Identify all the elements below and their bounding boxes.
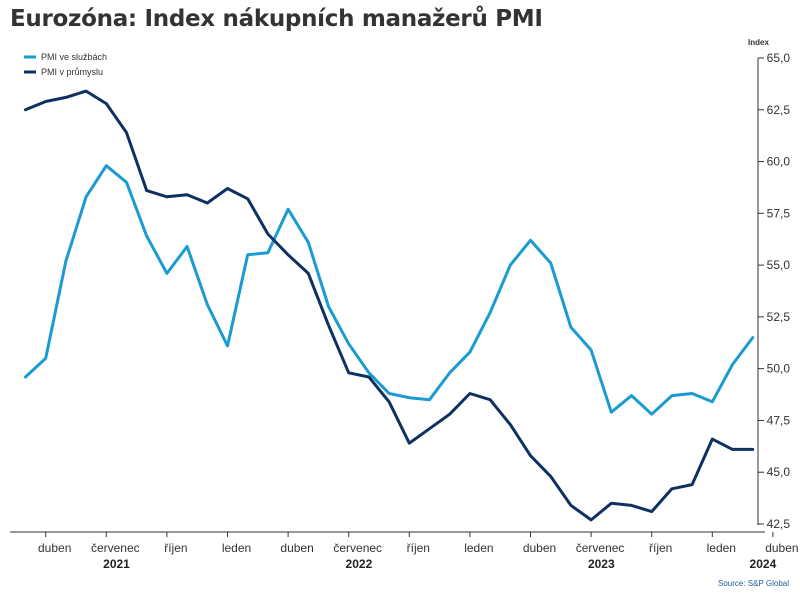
- y-axis-ticks: 65,0 62,5 60,0 57,5 55,0 52,5 50,0 47,5 45,0 42,5: [758, 51, 790, 531]
- x-tick-label: duben: [765, 541, 798, 555]
- x-tick-label: duben: [523, 541, 556, 555]
- y-tick-label: 57,5: [767, 206, 791, 220]
- x-year-label: 2021: [103, 557, 130, 571]
- x-tick-label: duben: [280, 541, 313, 555]
- x-tick-label: červenec: [333, 541, 382, 555]
- y-tick-label: 62,5: [767, 103, 791, 117]
- x-year-label: 2022: [346, 557, 373, 571]
- x-tick-label: červenec: [91, 541, 140, 555]
- y-tick-label: 45,0: [767, 465, 791, 479]
- x-tick-label: leden: [464, 541, 493, 555]
- y-tick-label: 47,5: [767, 413, 791, 427]
- chart-title: Eurozóna: Index nákupních manažerů PMI: [10, 6, 543, 32]
- y-tick-label: 52,5: [767, 310, 791, 324]
- series-line-manufacturing: [24, 89, 755, 522]
- series-layer: [24, 89, 755, 522]
- source-note: Source: S&P Global: [718, 579, 789, 588]
- x-tick-label: říjen: [164, 541, 187, 555]
- y-tick-label: 55,0: [767, 258, 791, 272]
- y-tick-label: 50,0: [767, 362, 791, 376]
- x-year-label: 2024: [750, 557, 777, 571]
- x-year-label: 2023: [588, 557, 615, 571]
- x-tick-label: leden: [707, 541, 736, 555]
- series-line-services: [24, 164, 755, 416]
- x-tick-label: duben: [38, 541, 71, 555]
- y-tick-label: 60,0: [767, 155, 791, 169]
- legend-label-manufacturing: PMI v průmyslu: [41, 67, 103, 77]
- legend-label-services: PMI ve službách: [41, 52, 107, 62]
- x-tick-label: říjen: [407, 541, 430, 555]
- y-axis-unit-label: Index: [748, 38, 769, 47]
- x-tick-label: leden: [222, 541, 251, 555]
- x-axis-ticks: duben červenec říjen leden duben červenec říje…: [38, 532, 799, 571]
- x-tick-label: říjen: [649, 541, 672, 555]
- y-tick-label: 42,5: [767, 517, 791, 531]
- y-tick-label: 65,0: [767, 51, 791, 65]
- legend: PMI ve službách PMI v průmyslu: [24, 52, 107, 77]
- x-tick-label: červenec: [576, 541, 625, 555]
